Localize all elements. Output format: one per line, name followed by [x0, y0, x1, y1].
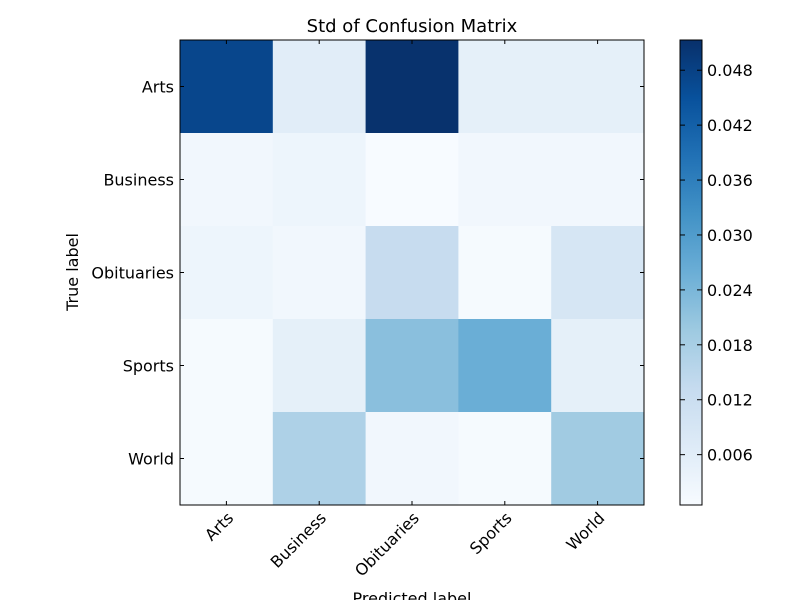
- x-tick-label: Arts: [201, 508, 237, 544]
- colorbar: [679, 39, 703, 506]
- x-tick-label: Sports: [466, 508, 516, 558]
- heatmap-cell: [272, 319, 367, 413]
- heatmap-cell: [180, 226, 274, 320]
- heatmap-cell: [365, 319, 459, 413]
- heatmap-cell: [365, 226, 459, 320]
- x-tick-label: Obituaries: [351, 508, 423, 580]
- heatmap-cell: [551, 40, 645, 134]
- heatmap-cell: [180, 319, 274, 413]
- heatmap-cell: [272, 40, 367, 134]
- y-tick-label: World: [128, 450, 174, 469]
- heatmap-cell: [272, 133, 367, 227]
- heatmap-cell: [551, 133, 645, 227]
- heatmap-cell: [180, 412, 274, 506]
- y-axis-label: True label: [63, 233, 82, 312]
- heatmap-cell: [180, 133, 274, 227]
- colorbar-tick-label: 0.036: [707, 171, 753, 190]
- x-axis-label: Predicted label: [353, 589, 472, 600]
- heatmap-cell: [458, 40, 552, 134]
- heatmap-cell: [458, 412, 552, 506]
- heatmap-cell: [365, 133, 459, 227]
- x-tick-label: World: [563, 508, 609, 554]
- heatmap-cell: [551, 226, 645, 320]
- heatmap-cell: [458, 319, 552, 413]
- heatmap-cell: [458, 133, 552, 227]
- heatmap-cells: [180, 40, 645, 506]
- heatmap-cell: [551, 412, 645, 506]
- colorbar-tick-label: 0.012: [707, 391, 753, 410]
- heatmap-cell: [458, 226, 552, 320]
- y-tick-label: Arts: [142, 78, 174, 97]
- heatmap-cell: [365, 412, 459, 506]
- colorbar-tick-label: 0.006: [707, 446, 753, 465]
- heatmap-cell: [180, 40, 274, 134]
- y-tick-label: Business: [103, 171, 174, 190]
- y-tick-label: Sports: [123, 357, 174, 376]
- colorbar-ticks: 0.006 0.012 0.018 0.024 0.030 0.036 0.042 0.048: [680, 61, 753, 465]
- heatmap-cell: [272, 412, 367, 506]
- heatmap-cell: [365, 40, 459, 134]
- heatmap-cell: [272, 226, 367, 320]
- y-tick-label: Obituaries: [91, 264, 174, 283]
- colorbar-tick-label: 0.018: [707, 336, 753, 355]
- x-tick-label: Business: [267, 508, 330, 571]
- heatmap-cell: [551, 319, 645, 413]
- colorbar-tick-label: 0.042: [707, 116, 753, 135]
- chart-title: Std of Confusion Matrix: [307, 16, 518, 37]
- colorbar-tick-label: 0.048: [707, 61, 753, 80]
- colorbar-tick-label: 0.030: [707, 226, 753, 245]
- colorbar-tick-label: 0.024: [707, 281, 753, 300]
